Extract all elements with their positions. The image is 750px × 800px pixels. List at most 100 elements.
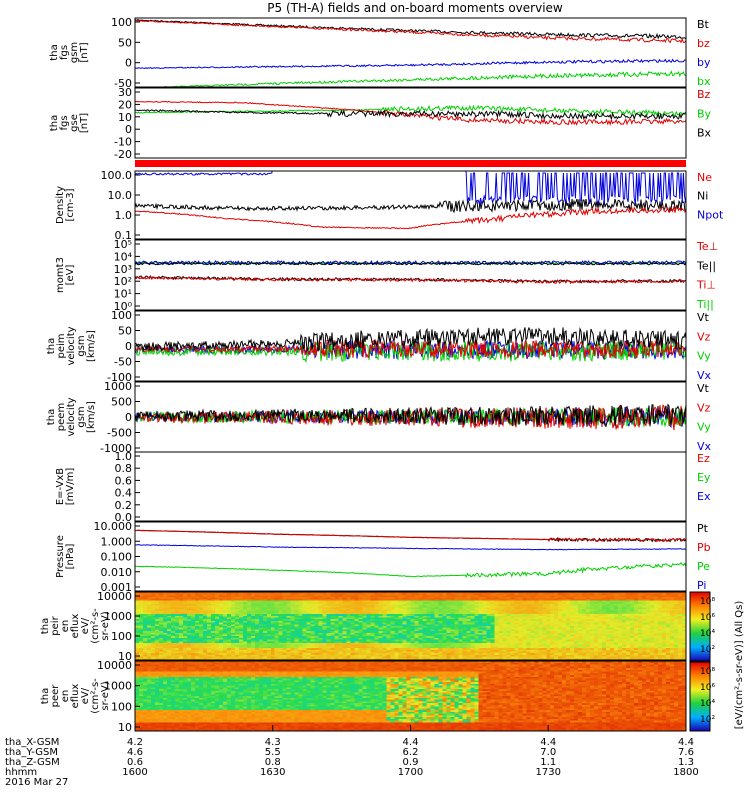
y-tick-label: 50: [118, 325, 132, 338]
x-row-label: hhmm: [5, 767, 37, 778]
x-row-label: tha_X-GSM: [5, 737, 59, 748]
series-Pi: [135, 544, 686, 551]
y-tick-label: 10²: [114, 275, 132, 288]
legend-label: Vz: [697, 330, 711, 343]
ylabel-line: fgs: [59, 45, 70, 60]
y-tick-label: 10: [118, 111, 132, 124]
ylabel-line: Pressure: [55, 535, 66, 578]
x-tick-label: 1700: [398, 767, 423, 778]
panel-fgs-gsm-data: [135, 19, 686, 87]
series-Vt: [135, 326, 686, 353]
ylabel-line: velocity: [66, 397, 77, 436]
ylabel-line: peir: [50, 615, 61, 635]
colorbar-tick: 10⁴: [700, 629, 715, 639]
panel-ylabel: tha peer en eflux eV/(cm²-s-sr-eV): [40, 678, 111, 714]
series-By: [135, 104, 686, 118]
colorbar-tick: 10⁸: [700, 597, 715, 607]
series-Bz: [135, 100, 686, 126]
ylabel-line: momt3: [55, 257, 66, 293]
y-tick-label: 0: [125, 123, 132, 136]
series-Npot: [135, 171, 686, 206]
separator-band: [135, 160, 686, 167]
series-bz: [135, 19, 686, 44]
legend-label: Pe: [697, 560, 710, 573]
legend-label: Bz: [697, 88, 711, 101]
x-tick-label: 1730: [536, 767, 561, 778]
panel-peem-velocity-data: [135, 403, 686, 431]
y-tick-label: -50: [114, 356, 132, 369]
panel-frame: [134, 239, 687, 311]
ylabel-line: en: [60, 690, 71, 703]
ylabel-line: sr-eV): [100, 611, 111, 640]
y-tick-label: 0: [125, 57, 132, 70]
y-tick-label: 1000: [104, 380, 132, 393]
legend-label: Vy: [697, 421, 711, 434]
x-row-label: 2016 Mar 27: [5, 777, 68, 788]
ylabel-line: tha: [49, 44, 60, 60]
panel-ylabel: momt3 [eV]: [55, 257, 76, 293]
y-tick-label: 10.0: [108, 189, 133, 202]
x-tick-label: 1.1: [540, 757, 556, 768]
time-axis: 4.24.60.616004.35.50.816304.46.20.917004…: [5, 725, 699, 788]
x-tick-label: 1800: [673, 767, 698, 778]
y-tick-label: 0: [125, 340, 132, 353]
x-row-label: tha_Y-GSM: [5, 747, 58, 758]
legend-label: Vy: [697, 350, 711, 363]
ylabel-line: [nT]: [79, 113, 90, 133]
y-tick-label: 10000: [97, 659, 132, 672]
panel-efield: 1.00.80.60.40.20.0 E=-VxB [mV/m] Ez Ey Ex: [55, 450, 711, 524]
y-tick-label: 10⁰: [114, 300, 133, 313]
x-tick-label: 4.6: [127, 747, 143, 758]
x-tick-label: 0.6: [127, 757, 143, 768]
y-tick-label: 100: [111, 700, 132, 713]
ylabel-line: [km/s]: [86, 401, 97, 433]
y-tick-label: 0.4: [115, 487, 133, 500]
y-tick-label: 1000: [104, 680, 132, 693]
colorbar-bar: [689, 661, 711, 732]
panel-density-data: [135, 171, 686, 230]
y-tick-label: 100: [111, 16, 132, 29]
ylabel-line: eV/: [80, 617, 91, 634]
colorbar-tick: 10²: [700, 645, 715, 655]
legend-label: Bx: [697, 127, 712, 140]
series-Ne: [135, 205, 686, 230]
y-tick-label: 1.000: [101, 535, 133, 548]
panel-peim-velocity-data: [135, 326, 686, 364]
ylabel-line: peer: [50, 684, 61, 708]
spectrogram-peer-spec: [135, 661, 686, 731]
y-tick-label: 0.2: [115, 499, 133, 512]
panel-peer-spec-data: [135, 661, 686, 731]
series-Pe: [135, 562, 686, 579]
ylabel-line: tha: [49, 115, 60, 131]
legend-label: Ex: [697, 490, 711, 503]
panel-frame: [134, 17, 687, 88]
x-row-label: tha_Z-GSM: [5, 757, 60, 768]
series-bt: [135, 19, 686, 40]
panel-temperature-data: [135, 259, 686, 285]
ylabel-line: fgs: [59, 115, 70, 130]
ylabel-line: velocity: [66, 326, 77, 365]
legend-label: Ey: [697, 471, 711, 484]
panel-fgs-gse-data: [135, 100, 686, 126]
ylabel-line: Density: [55, 186, 66, 224]
series-Te-par: [135, 261, 686, 266]
panel-ylabel: tha fgs gsm [nT]: [49, 42, 90, 63]
y-tick-label: 1000: [104, 610, 132, 623]
colorbar-tick: 10⁶: [700, 683, 715, 693]
y-tick-label: -1000: [100, 442, 132, 455]
panel-frame: [134, 87, 687, 159]
y-tick-label: 100.0: [101, 169, 133, 182]
y-tick-label: -50: [114, 77, 132, 90]
y-tick-label: 30: [118, 86, 132, 99]
y-tick-label: 100: [111, 630, 132, 643]
panel-ylabel: Density [cm-3]: [55, 186, 76, 224]
legend-label: Ni: [697, 190, 708, 203]
y-tick-label: 0.0: [115, 511, 133, 524]
series-Pb: [135, 529, 686, 543]
x-tick-label: 4.4: [403, 737, 419, 748]
ylabel-line: tha: [40, 688, 51, 704]
legend-label: Ez: [697, 452, 710, 465]
